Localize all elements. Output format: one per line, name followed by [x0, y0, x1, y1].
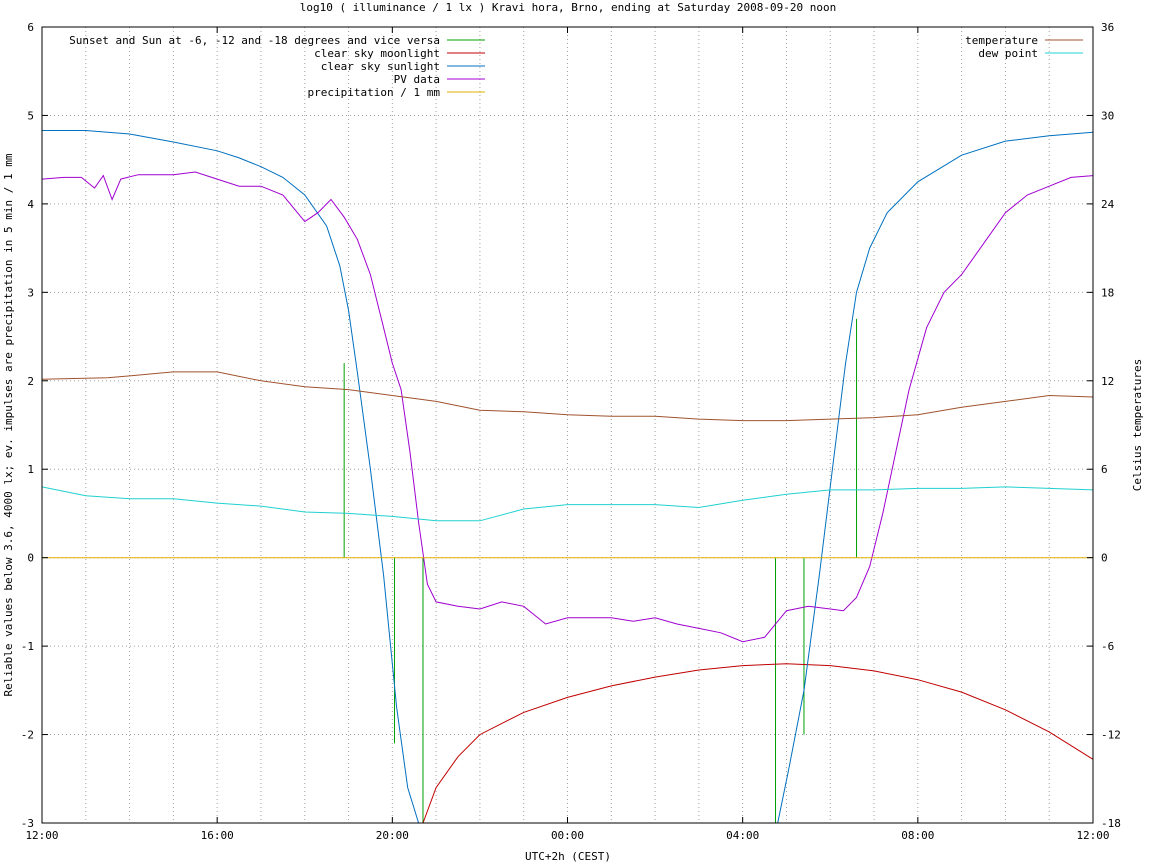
y2-tick-label: 6: [1101, 463, 1108, 476]
y-tick-label: 5: [27, 109, 34, 122]
x-tick-label: 12:00: [25, 829, 58, 842]
series-temperature: [41, 371, 1094, 422]
grid: [42, 27, 1093, 823]
y2-tick-label: -12: [1101, 729, 1121, 742]
y2-tick-label: 18: [1101, 286, 1114, 299]
series-clear-sky-moonlight: [422, 663, 1094, 824]
ticks: 12:00 16:00 20:00 00:00 04:00 08:00 12:00-3-2-…: [21, 21, 1121, 842]
y2-axis-label: Celsius temperatures: [1131, 359, 1144, 491]
y2-tick-label: -6: [1101, 640, 1114, 653]
legend-label: dew point: [978, 47, 1038, 60]
y-tick-label: -2: [21, 729, 34, 742]
x-tick-label: 04:00: [726, 829, 759, 842]
x-tick-label: 00:00: [551, 829, 584, 842]
legend-left: Sunset and Sun at -6, -12 and -18 degree…: [69, 34, 485, 99]
y-tick-label: 0: [27, 552, 34, 565]
series-clear-sky-sunlight: [42, 130, 1094, 824]
y2-tick-label: -18: [1101, 817, 1121, 830]
y-tick-label: -1: [21, 640, 34, 653]
y-tick-label: 1: [27, 463, 34, 476]
y-tick-label: 3: [27, 286, 34, 299]
y2-tick-label: 36: [1101, 21, 1114, 34]
y2-tick-label: 24: [1101, 198, 1115, 211]
y-tick-label: 4: [27, 198, 34, 211]
x-tick-label: 20:00: [376, 829, 409, 842]
y-tick-label: -3: [21, 817, 34, 830]
legend-label: temperature: [965, 34, 1038, 47]
chart-title: log10 ( illuminance / 1 lx ) Kravi hora,…: [300, 1, 836, 14]
x-tick-label: 08:00: [901, 829, 934, 842]
x-axis-label: UTC+2h (CEST): [525, 850, 611, 863]
series-dew-point: [41, 486, 1094, 522]
legend-label: clear sky moonlight: [314, 47, 440, 60]
plot-area: [41, 130, 1094, 824]
x-tick-label: 12:00: [1076, 829, 1109, 842]
series-pv-data: [41, 171, 1094, 643]
y2-tick-label: 30: [1101, 109, 1114, 122]
y-tick-label: 2: [27, 375, 34, 388]
y-tick-label: 6: [27, 21, 34, 34]
legend-label: PV data: [394, 73, 440, 86]
x-tick-label: 16:00: [201, 829, 234, 842]
legend-label: Sunset and Sun at -6, -12 and -18 degree…: [69, 34, 440, 47]
y-axis-label: Reliable values below 3.6, 4000 lx; ev. …: [2, 153, 15, 696]
legend-label: clear sky sunlight: [321, 60, 440, 73]
y2-tick-label: 12: [1101, 375, 1114, 388]
legend-label: precipitation / 1 mm: [308, 86, 441, 99]
y2-tick-label: 0: [1101, 552, 1108, 565]
